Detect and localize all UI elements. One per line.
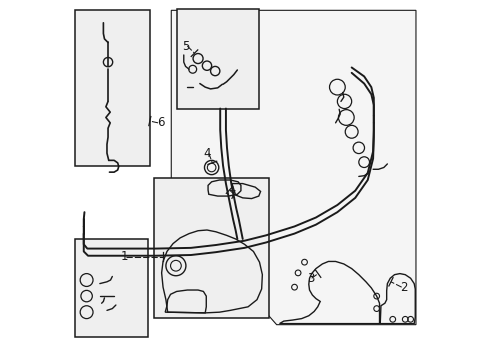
FancyBboxPatch shape bbox=[154, 178, 268, 318]
Polygon shape bbox=[171, 10, 415, 325]
Text: 6: 6 bbox=[157, 116, 164, 129]
FancyBboxPatch shape bbox=[176, 9, 258, 109]
Text: 5: 5 bbox=[182, 40, 189, 53]
Text: 7: 7 bbox=[229, 189, 236, 202]
Text: 3: 3 bbox=[306, 272, 314, 285]
Text: 4: 4 bbox=[203, 147, 210, 160]
Text: 1: 1 bbox=[121, 250, 128, 263]
Text: 2: 2 bbox=[399, 281, 407, 294]
FancyBboxPatch shape bbox=[75, 10, 149, 166]
FancyBboxPatch shape bbox=[75, 239, 148, 337]
